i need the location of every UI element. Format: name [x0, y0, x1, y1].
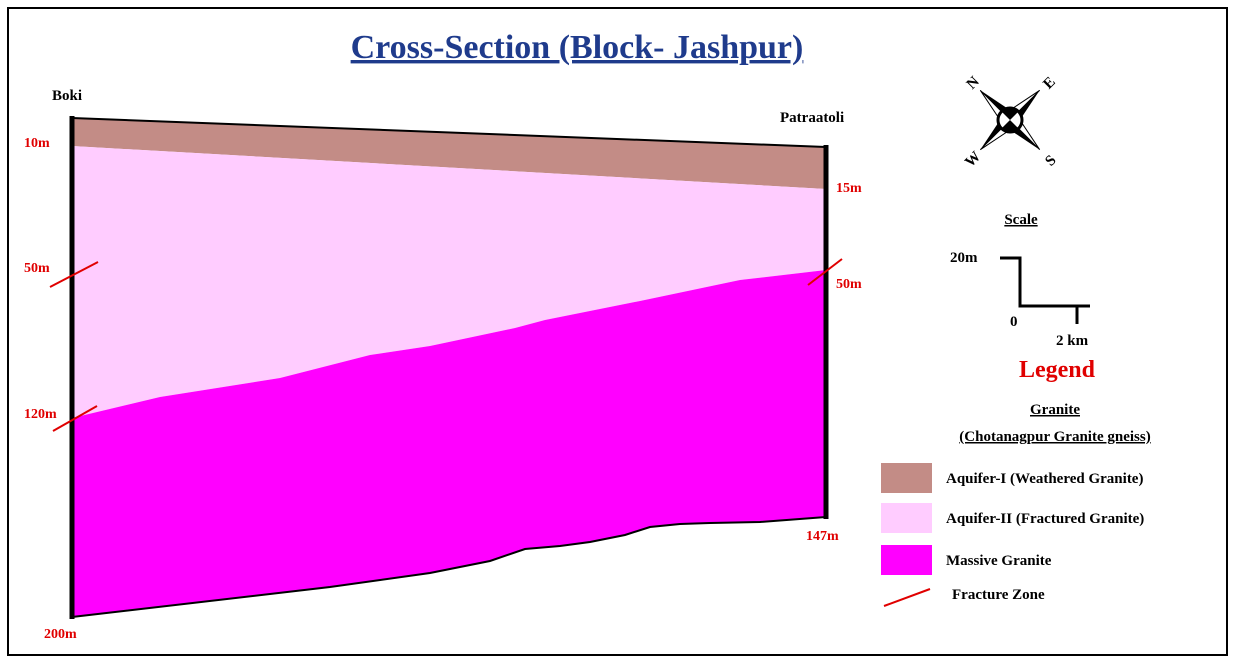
scale-label: 2 km [1056, 333, 1089, 349]
legend-item: Aquifer-II (Fractured Granite) [946, 511, 1144, 527]
site-label: Patraatoli [780, 110, 844, 126]
page: Cross-Section (Block- Jashpur) Boki Patr… [0, 0, 1235, 663]
depth-label: 10m [24, 136, 50, 151]
legend-swatch [881, 463, 932, 493]
legend-title: Legend [1019, 357, 1096, 383]
diagram: Cross-Section (Block- Jashpur) Boki Patr… [0, 0, 1235, 663]
depth-label: 120m [24, 407, 57, 422]
depth-label: 50m [836, 277, 862, 292]
depth-label: 200m [44, 627, 77, 642]
depth-label: 50m [24, 261, 50, 276]
legend-item: Aquifer-I (Weathered Granite) [946, 471, 1143, 487]
site-label: Boki [52, 88, 82, 104]
legend-subheading: (Chotanagpur Granite gneiss) [959, 429, 1150, 445]
legend-heading: Granite [1030, 402, 1080, 418]
depth-label: 147m [806, 529, 839, 544]
scale-label: 0 [1010, 314, 1018, 330]
depth-label: 15m [836, 181, 862, 196]
legend-item: Fracture Zone [952, 587, 1045, 603]
scale-label: 20m [950, 250, 978, 266]
legend-swatch [881, 545, 932, 575]
title: Cross-Section (Block- Jashpur) [351, 29, 804, 66]
scale-title: Scale [1004, 212, 1038, 228]
legend-item: Massive Granite [946, 553, 1052, 569]
legend-swatch [881, 503, 932, 533]
